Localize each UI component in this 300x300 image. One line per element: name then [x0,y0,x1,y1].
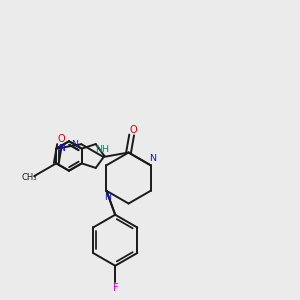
Text: N: N [104,193,112,202]
Text: N: N [148,154,156,163]
Text: NH: NH [95,145,109,154]
Text: F: F [113,283,118,293]
Text: N: N [71,140,78,149]
Text: O: O [57,134,65,144]
Text: CH₃: CH₃ [21,173,37,182]
Text: O: O [129,124,137,135]
Text: N: N [58,143,65,152]
